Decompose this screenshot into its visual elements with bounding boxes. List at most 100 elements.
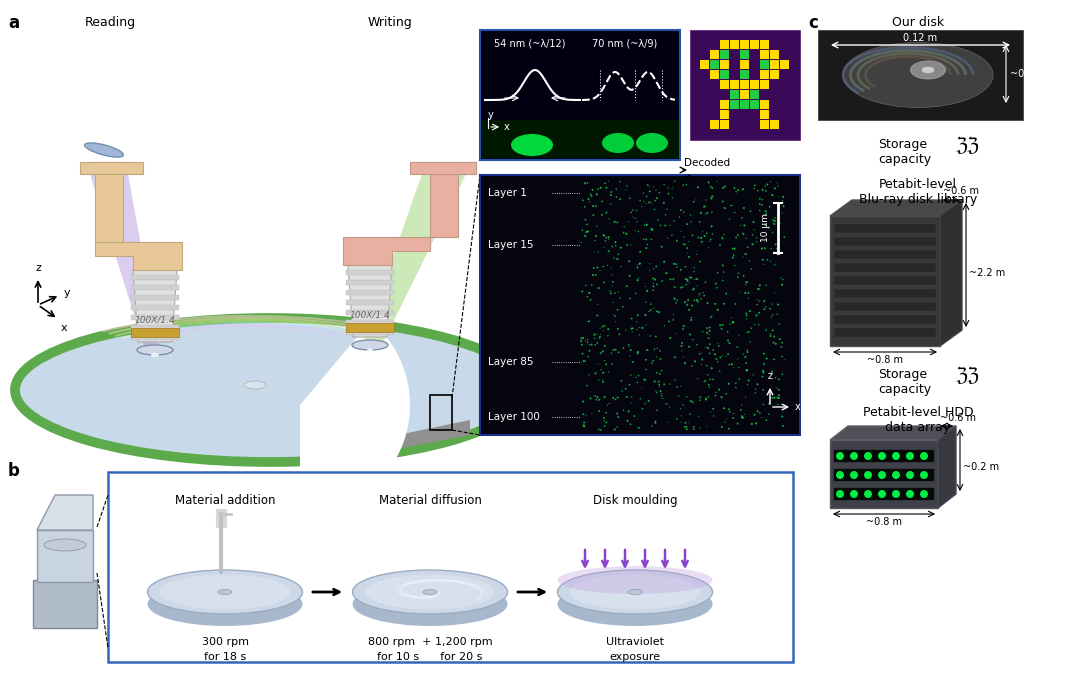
Point [581,316,598,327]
Point [575,420,592,431]
Circle shape [878,452,886,460]
Point [700,333,717,344]
Point [637,310,654,321]
Point [659,233,676,244]
Point [701,382,718,393]
Point [611,176,629,187]
Point [594,196,611,207]
Point [638,286,656,296]
Point [629,377,646,387]
Point [669,414,686,425]
Point [634,323,651,333]
Point [624,356,642,367]
Point [678,248,696,259]
Point [770,393,787,404]
Point [767,338,784,349]
Point [741,306,758,317]
Point [745,217,762,227]
Point [622,370,639,381]
Point [600,367,618,377]
Point [591,406,608,416]
Point [720,359,738,370]
Point [605,345,622,356]
Point [661,379,678,389]
Point [663,230,680,240]
Point [603,263,620,274]
Point [769,178,786,188]
Point [595,261,612,272]
Point [755,348,772,359]
Point [616,221,633,232]
Point [599,234,617,244]
Point [725,317,742,328]
Point [580,351,597,362]
Point [755,209,772,219]
Point [588,394,605,405]
Text: ℨℨ: ℨℨ [956,367,980,385]
Point [712,320,729,331]
Point [678,219,696,230]
Point [715,267,732,277]
Point [708,176,726,187]
Point [665,293,683,304]
Point [595,242,612,252]
Point [733,213,751,223]
Bar [780,60,789,69]
Text: Ultraviolet: Ultraviolet [606,637,664,647]
Text: Petabit-level HDD: Petabit-level HDD [863,406,973,419]
Point [600,213,618,224]
Point [757,280,774,291]
Point [615,343,632,354]
Point [579,178,596,188]
Point [622,345,639,356]
Bar [710,50,719,59]
Text: Our disk: Our disk [892,16,944,29]
Point [755,259,772,269]
Point [672,403,689,414]
Point [703,221,720,232]
Text: Reading: Reading [84,16,136,29]
Point [606,288,623,298]
Point [774,421,792,431]
Point [756,181,773,192]
Point [637,354,654,365]
Polygon shape [343,237,430,265]
Point [747,418,765,429]
Point [674,239,691,250]
Circle shape [836,471,843,479]
Point [696,231,713,242]
Point [684,360,701,371]
Point [642,186,659,197]
Point [728,342,745,352]
Bar [131,305,179,310]
Point [683,312,700,323]
Point [626,225,644,236]
Point [770,384,787,395]
Point [761,201,779,212]
Polygon shape [940,200,962,346]
Point [653,242,671,252]
Point [683,217,700,227]
Bar [831,440,939,508]
Point [688,294,705,305]
Point [578,380,595,391]
Point [618,184,635,195]
Point [629,348,646,359]
Point [636,375,653,385]
Point [645,281,662,292]
Point [719,349,737,360]
Point [647,331,664,342]
Text: Disk moulding: Disk moulding [593,494,677,507]
Text: Material addition: Material addition [175,494,275,507]
Point [609,249,626,260]
Ellipse shape [137,345,173,355]
Text: Storage: Storage [878,368,927,381]
Point [573,225,591,236]
Point [698,393,715,404]
Point [590,184,607,194]
Point [676,297,693,308]
Point [577,214,594,225]
Point [715,182,732,193]
Ellipse shape [570,574,700,610]
Point [600,176,618,186]
